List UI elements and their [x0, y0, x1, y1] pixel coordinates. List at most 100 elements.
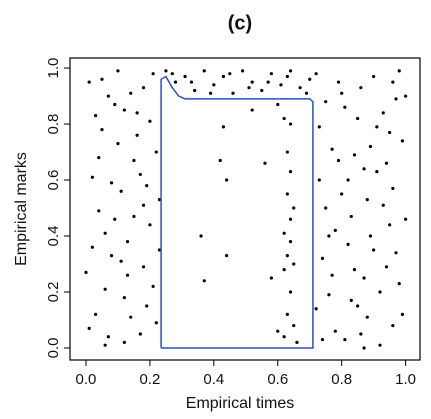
point — [285, 312, 289, 316]
point — [228, 72, 232, 76]
point — [317, 125, 321, 129]
point — [308, 77, 312, 81]
point — [157, 248, 162, 252]
point — [404, 217, 408, 221]
point — [135, 133, 139, 137]
point — [151, 284, 155, 288]
chart-title: (c) — [228, 12, 252, 34]
point — [330, 147, 334, 151]
point — [103, 343, 107, 347]
point — [285, 150, 289, 154]
y-tick-label: 0.6 — [45, 170, 62, 191]
point — [336, 80, 341, 84]
point — [327, 234, 331, 238]
y-tick-label: 0.0 — [45, 338, 62, 359]
point — [202, 279, 206, 283]
point — [333, 228, 337, 233]
point — [103, 287, 107, 291]
point — [343, 105, 347, 109]
point — [225, 178, 229, 182]
point — [141, 86, 146, 90]
point — [368, 234, 373, 238]
point — [106, 94, 110, 98]
point — [109, 254, 114, 258]
point — [100, 128, 104, 132]
point — [106, 335, 110, 339]
point — [282, 335, 286, 339]
point — [336, 158, 341, 163]
point — [314, 72, 318, 76]
point — [388, 130, 392, 135]
point — [276, 329, 280, 333]
point — [378, 290, 382, 294]
point — [324, 206, 328, 210]
point — [314, 307, 318, 311]
point — [129, 91, 133, 95]
point — [141, 203, 146, 207]
point — [212, 83, 216, 87]
point — [148, 223, 152, 227]
point — [340, 91, 344, 95]
x-tick-label: 0.4 — [203, 371, 224, 388]
x-tick-label: 0.2 — [139, 371, 160, 388]
point — [359, 86, 363, 90]
point — [221, 74, 226, 79]
point — [122, 340, 126, 344]
point — [346, 178, 350, 182]
point — [378, 343, 382, 347]
point — [356, 304, 360, 308]
point — [394, 251, 398, 255]
point — [404, 94, 408, 98]
point — [279, 83, 283, 87]
point — [119, 189, 123, 193]
point — [384, 161, 389, 165]
point — [400, 139, 405, 143]
point — [391, 323, 395, 328]
point — [343, 337, 347, 342]
point — [304, 91, 309, 95]
point — [288, 217, 293, 221]
x-tick-label: 0.0 — [76, 371, 97, 388]
y-axis-label: Empirical marks — [13, 152, 30, 266]
point — [103, 231, 107, 235]
point — [141, 265, 146, 269]
point — [282, 231, 286, 235]
point — [359, 332, 363, 336]
point — [93, 114, 98, 118]
point — [154, 150, 158, 154]
region-outline — [160, 75, 314, 349]
point — [84, 270, 88, 274]
point — [269, 276, 273, 280]
point — [352, 267, 357, 272]
point — [362, 167, 366, 171]
point — [109, 181, 114, 185]
point — [138, 332, 142, 336]
point — [193, 88, 197, 93]
point — [397, 69, 401, 73]
point — [157, 198, 162, 202]
point — [122, 295, 126, 300]
point — [145, 184, 149, 188]
point — [288, 240, 293, 244]
x-axis-label: Empirical times — [186, 395, 294, 412]
point — [218, 158, 222, 163]
point — [164, 69, 168, 73]
point — [97, 209, 101, 213]
y-tick-label: 0.4 — [45, 226, 62, 247]
y-tick-label: 1.0 — [45, 58, 62, 79]
x-tick-label: 0.8 — [331, 371, 352, 388]
point — [97, 156, 101, 160]
point — [122, 108, 126, 112]
point — [170, 72, 174, 76]
point — [154, 321, 158, 325]
point — [189, 80, 194, 84]
point — [292, 262, 296, 266]
point — [397, 281, 401, 286]
point — [362, 346, 366, 350]
point — [346, 242, 350, 247]
point — [298, 86, 302, 90]
point — [183, 74, 187, 79]
point — [129, 315, 133, 319]
point — [138, 172, 142, 177]
point — [324, 100, 328, 104]
